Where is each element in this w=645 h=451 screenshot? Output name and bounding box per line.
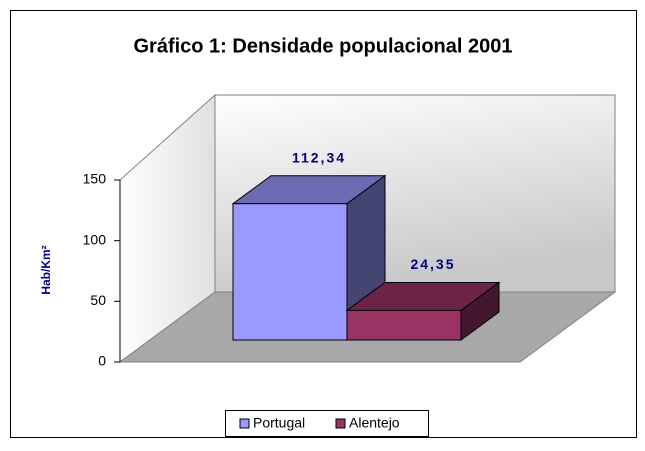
legend (225, 410, 429, 437)
y-tick-label: 100 (83, 231, 107, 247)
bar (232, 203, 348, 341)
y-tick-label: 0 (98, 353, 106, 369)
legend-label: Alentejo (349, 415, 400, 431)
chart-title: Gráfico 1: Densidade populacional 2001 (133, 35, 512, 57)
legend-swatch (239, 418, 250, 429)
y-axis-label: Hab/Km² (39, 245, 53, 294)
data-label: 112,34 (292, 149, 346, 165)
data-label: 24,35 (410, 256, 455, 272)
y-tick-label: 150 (83, 171, 107, 187)
legend-label: Portugal (253, 415, 305, 431)
y-tick-label: 50 (90, 292, 106, 308)
legend-swatch (335, 418, 346, 429)
bar (346, 309, 462, 341)
